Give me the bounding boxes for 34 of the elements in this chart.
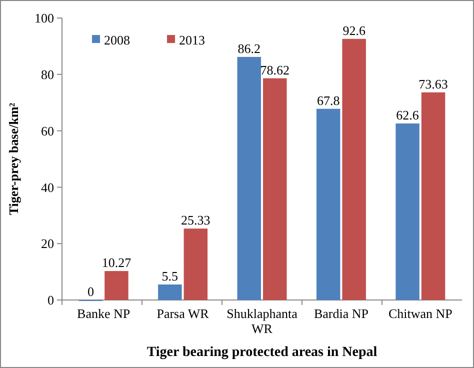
data-label: 86.2 <box>238 40 261 56</box>
bar <box>396 123 420 300</box>
data-label: 0 <box>87 284 94 299</box>
data-label: 5.5 <box>162 268 178 284</box>
y-tick-label: 100 <box>34 10 54 26</box>
bar <box>342 38 366 300</box>
data-label: 62.6 <box>396 107 420 122</box>
y-tick-label: 20 <box>41 236 54 252</box>
x-tick-label: Chitwan NP <box>388 306 452 321</box>
bar <box>316 108 340 300</box>
y-tick-label: 0 <box>48 292 54 308</box>
bar <box>104 271 128 300</box>
bar <box>158 284 182 300</box>
bar <box>184 228 208 300</box>
data-label: 92.6 <box>342 22 366 38</box>
data-label: 67.8 <box>316 92 340 108</box>
y-axis-title: Tiger-prey base/km² <box>6 102 21 216</box>
data-label: 78.62 <box>260 62 290 78</box>
bar <box>237 56 261 300</box>
bar <box>421 92 446 300</box>
data-label: 25.33 <box>181 212 210 228</box>
bar <box>263 78 287 300</box>
data-label: 10.27 <box>102 255 132 270</box>
x-tick-label: Banke NP <box>77 306 130 321</box>
x-tick-label: Shuklaphanta WR <box>226 306 298 336</box>
y-tick-label: 40 <box>41 180 54 195</box>
data-label: 73.63 <box>418 76 448 92</box>
legend-label: 2008 <box>104 32 130 48</box>
y-tick-label: 80 <box>41 66 54 82</box>
x-tick-label: Bardia NP <box>314 306 368 321</box>
x-axis-title: Tiger bearing protected areas in Nepal <box>146 345 378 360</box>
legend-label: 2013 <box>179 32 205 48</box>
y-tick-label: 60 <box>41 123 54 138</box>
x-tick-label: Parsa WR <box>156 306 210 321</box>
